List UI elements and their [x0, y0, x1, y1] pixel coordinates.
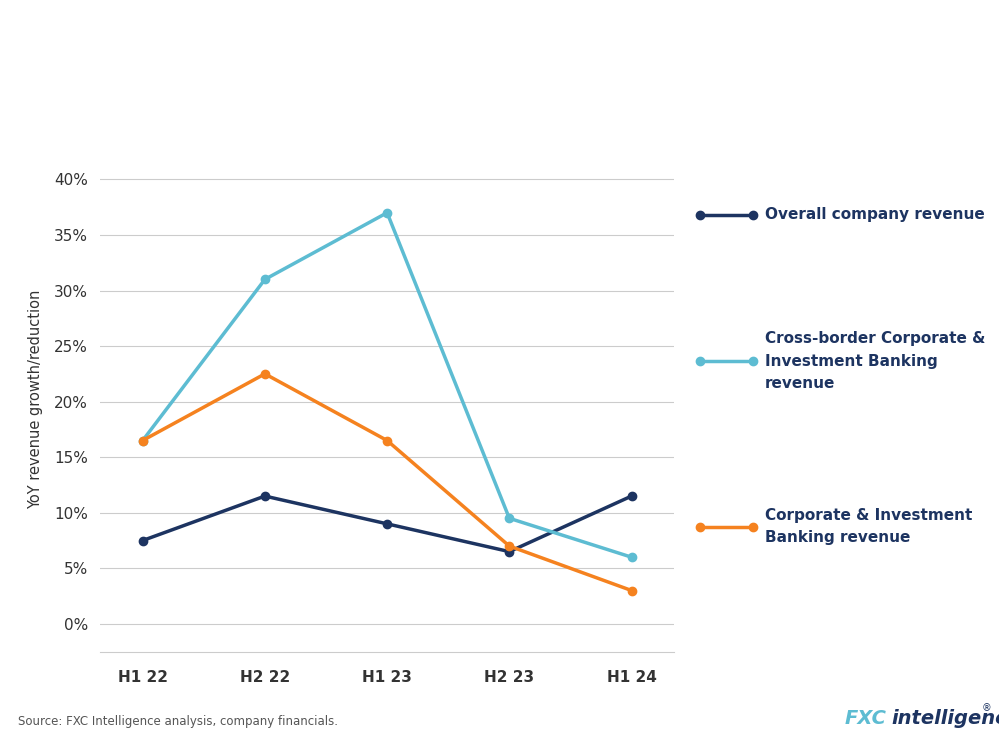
Text: Standard Chartered and key cross-border-related metrics YoY revenue growth: Standard Chartered and key cross-border-…	[18, 91, 643, 106]
Text: intelligence: intelligence	[891, 709, 999, 728]
Text: FXC: FXC	[844, 709, 886, 728]
Text: Cross-border has led growth for Standard Chartered: Cross-border has led growth for Standard…	[18, 27, 716, 52]
Text: Source: FXC Intelligence analysis, company financials.: Source: FXC Intelligence analysis, compa…	[18, 715, 338, 728]
Y-axis label: YoY revenue growth/reduction: YoY revenue growth/reduction	[28, 289, 43, 509]
Text: ®: ®	[982, 703, 992, 713]
Text: Cross-border Corporate &
Investment Banking
revenue: Cross-border Corporate & Investment Bank…	[765, 331, 985, 391]
Text: Corporate & Investment
Banking revenue: Corporate & Investment Banking revenue	[765, 508, 972, 545]
Text: Overall company revenue: Overall company revenue	[765, 207, 985, 222]
